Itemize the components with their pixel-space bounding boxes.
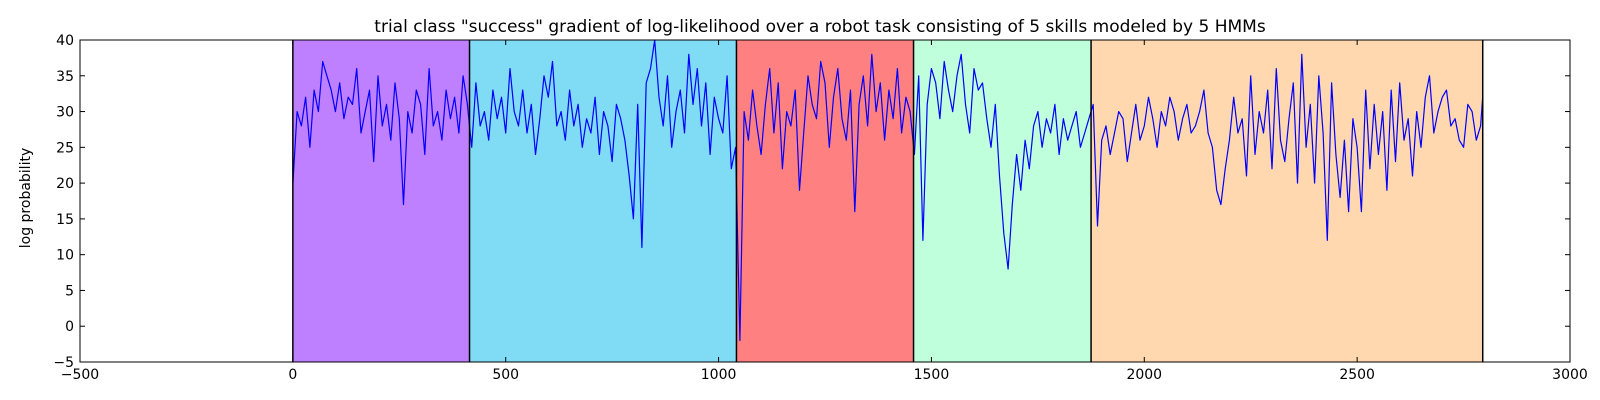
x-tick-label: 1500 (914, 367, 950, 383)
chart-title: trial class "success" gradient of log-li… (374, 17, 1266, 37)
y-tick-label: −5 (53, 355, 74, 371)
skill-region-2 (469, 40, 737, 362)
x-tick-label: 1000 (701, 367, 737, 383)
x-tick-label: 0 (288, 367, 297, 383)
y-tick-label: 30 (56, 105, 74, 121)
y-tick-label: 20 (56, 176, 74, 192)
x-tick-label: 3000 (1552, 367, 1588, 383)
x-tick-label: 2500 (1339, 367, 1375, 383)
y-tick-label: 15 (56, 212, 74, 228)
plot-frame (79, 39, 1571, 363)
y-axis-label: log probability (18, 148, 34, 249)
axis-ticks: −500 0 500 1000 1500 2000 2500 3000 −5 0 5 10 15 20 25… (53, 33, 1587, 383)
series-layer (292, 39, 1484, 342)
y-tick-label: 10 (56, 248, 74, 264)
x-tick-label: −500 (61, 367, 99, 383)
skill-region-1 (292, 40, 470, 362)
y-tick-label: 25 (56, 140, 74, 156)
skill-boundaries (292, 40, 1484, 362)
y-tick-label: 40 (56, 33, 74, 49)
skill-region-3 (736, 40, 914, 362)
y-tick-label: 5 (65, 283, 74, 299)
series-line-1 (292, 39, 1484, 342)
x-tick-label: 2000 (1126, 367, 1162, 383)
y-tick-label: 35 (56, 69, 74, 85)
skill-region-5 (1091, 40, 1483, 362)
y-tick-label: 0 (65, 319, 74, 335)
x-tick-label: 500 (492, 367, 519, 383)
skill-regions (292, 40, 1483, 362)
skill-region-4 (913, 40, 1092, 362)
